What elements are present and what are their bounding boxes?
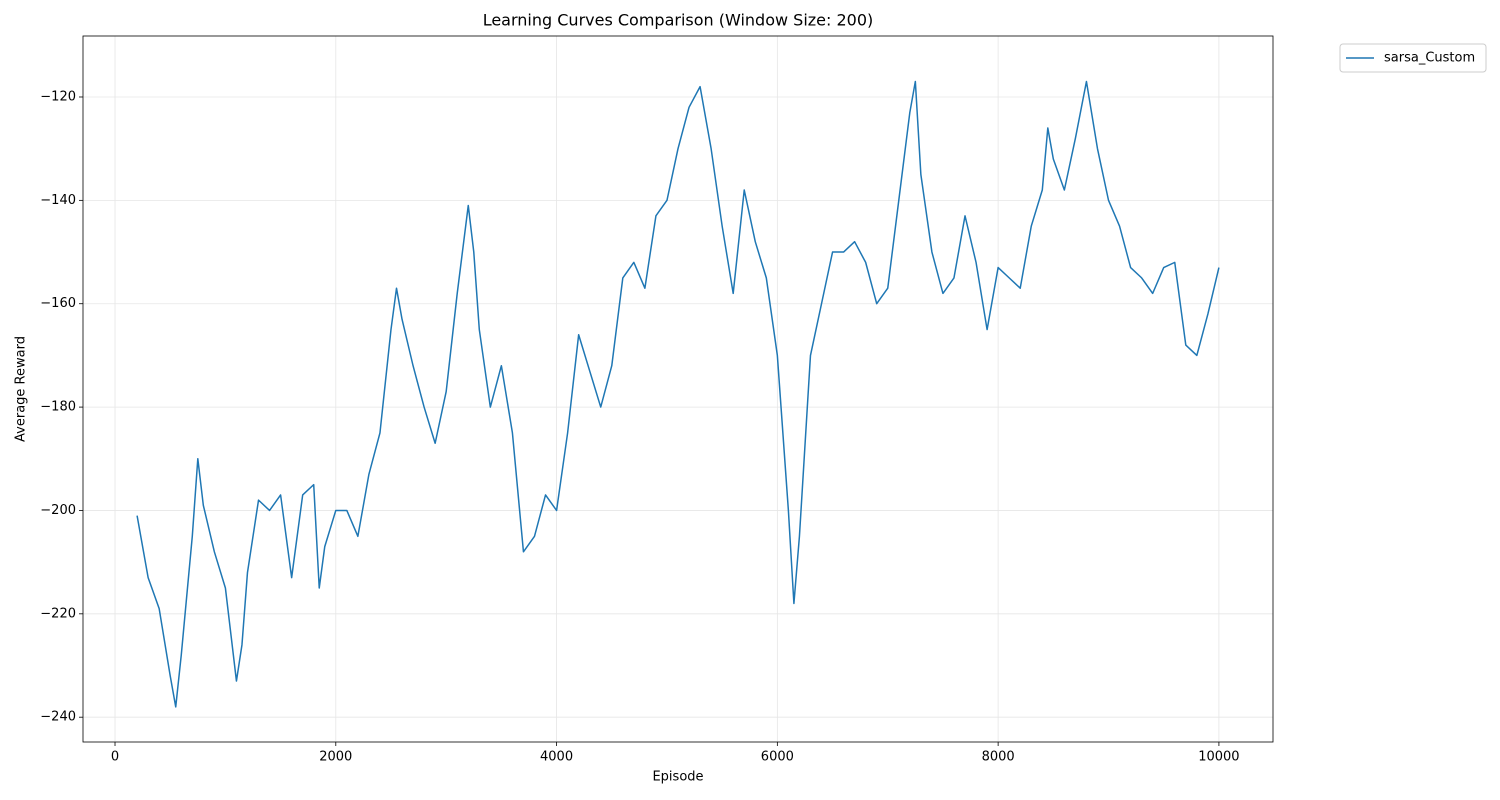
x-tick-label: 0 bbox=[111, 750, 119, 765]
y-tick-label: −240 bbox=[40, 710, 76, 725]
x-axis-label: Episode bbox=[652, 770, 703, 785]
y-tick-label: −180 bbox=[40, 400, 76, 415]
y-tick-label: −120 bbox=[40, 89, 76, 104]
x-tick-label: 2000 bbox=[319, 750, 352, 765]
x-tick-label: 8000 bbox=[982, 750, 1015, 765]
y-tick-label: −200 bbox=[40, 503, 76, 518]
chart-title: Learning Curves Comparison (Window Size:… bbox=[483, 11, 874, 30]
line bbox=[136, 80, 1220, 708]
x-tick-label: 4000 bbox=[540, 750, 573, 765]
legend-label: sarsa_Custom bbox=[1384, 51, 1475, 66]
y-axis-label: Average Reward bbox=[14, 336, 29, 442]
y-tick-label: −140 bbox=[40, 193, 76, 208]
x-tick-label: 10000 bbox=[1198, 750, 1239, 765]
legend-box bbox=[1339, 43, 1487, 73]
plot-frame bbox=[82, 35, 1274, 743]
y-tick-label: −220 bbox=[40, 606, 76, 621]
x-tick-label: 6000 bbox=[761, 750, 794, 765]
y-tick-label: −160 bbox=[40, 296, 76, 311]
